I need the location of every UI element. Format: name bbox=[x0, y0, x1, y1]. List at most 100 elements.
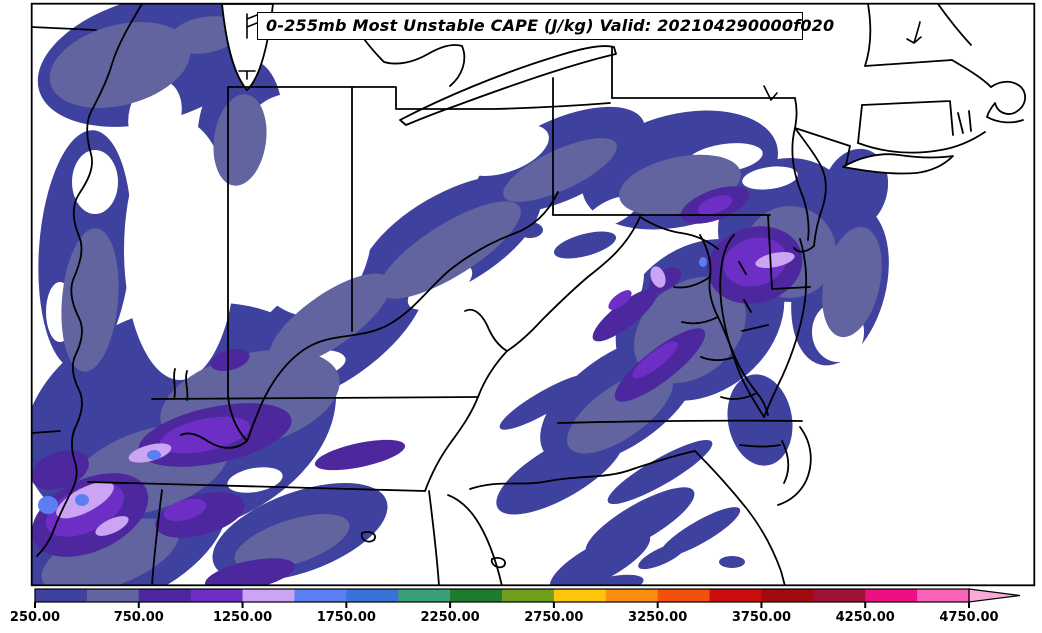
michigan-coast-line bbox=[347, 13, 466, 87]
lake-line bbox=[173, 368, 189, 401]
cape-fill-blob bbox=[204, 558, 296, 586]
cape-fill-layer bbox=[31, 3, 889, 586]
cape-hole bbox=[380, 164, 436, 200]
colorbar-segment bbox=[709, 589, 763, 602]
colorbar-segment bbox=[86, 589, 140, 602]
coast-line bbox=[937, 3, 992, 88]
colorbar-overflow-arrow bbox=[968, 588, 1021, 603]
coast-line bbox=[857, 131, 986, 154]
cape-fill-blob bbox=[499, 374, 591, 430]
colorbar-segment bbox=[346, 589, 399, 602]
state-border-line bbox=[31, 26, 97, 31]
cape-fill-blob bbox=[169, 16, 241, 54]
wind-barb-icon bbox=[906, 21, 922, 44]
colorbar-segment bbox=[553, 589, 607, 602]
cape-fill-blob bbox=[269, 273, 391, 367]
state-border-line bbox=[864, 3, 872, 67]
title-box: 0-255mb Most Unstable CAPE (J/kg) Valid:… bbox=[257, 12, 834, 40]
cape-fill-blob bbox=[95, 516, 129, 536]
lake-line bbox=[490, 557, 506, 569]
cape-fill-blob bbox=[650, 266, 666, 288]
colorbar: 250.00 750.00 1250.00 1750.00 2250.00 2750.00… bbox=[10, 588, 1021, 625]
cape-fill-blob bbox=[147, 450, 161, 460]
delmarva-coast-line bbox=[763, 238, 807, 418]
state-border-line bbox=[87, 481, 426, 492]
tributary-line bbox=[720, 392, 758, 400]
cape-fill-blob bbox=[61, 228, 119, 372]
cape-fill-blob bbox=[213, 94, 267, 186]
colorbar-tick-label: 2750.00 bbox=[524, 610, 583, 625]
cape-hole bbox=[72, 150, 118, 214]
wind-barb-icon bbox=[246, 13, 258, 39]
state-border-line bbox=[227, 86, 611, 110]
cape-fill-blob bbox=[699, 257, 707, 267]
colorbar-tick-label: 4250.00 bbox=[836, 610, 895, 625]
colorbar-segment bbox=[917, 589, 970, 602]
state-border-line bbox=[227, 86, 248, 442]
potomac-river-line bbox=[639, 216, 719, 250]
cape-fill-blob bbox=[159, 416, 251, 454]
state-border-line bbox=[424, 396, 479, 492]
lake-line bbox=[360, 531, 376, 543]
colorbar-segment bbox=[242, 589, 296, 602]
cape-hole bbox=[461, 124, 549, 176]
state-borders-layer bbox=[31, 3, 1027, 586]
cape-fill-blob bbox=[607, 439, 713, 505]
river-border-line bbox=[447, 494, 503, 586]
page-title: 0-255mb Most Unstable CAPE (J/kg) Valid:… bbox=[266, 16, 835, 35]
cape-fill-blob bbox=[638, 542, 686, 570]
state-border-line bbox=[469, 450, 696, 490]
colorbar-segment bbox=[190, 589, 244, 602]
cape-hole bbox=[124, 120, 236, 380]
cape-fill-blob bbox=[41, 518, 179, 586]
colorbar-segment bbox=[605, 589, 659, 602]
colorbar-segment bbox=[865, 589, 918, 602]
cape-fill-blob bbox=[553, 231, 617, 259]
colorbar-tick-label: 3250.00 bbox=[628, 610, 687, 625]
cape-hole bbox=[742, 166, 798, 190]
cape-fill-blob bbox=[75, 494, 89, 506]
cape-fill-blob bbox=[503, 138, 617, 202]
colorbar-segment bbox=[502, 589, 555, 602]
cape-fill-blob bbox=[49, 22, 191, 108]
state-border-line bbox=[741, 324, 769, 332]
state-border-line bbox=[767, 214, 811, 290]
bay-line bbox=[738, 261, 752, 313]
mississippi-river-line bbox=[36, 3, 143, 557]
state-border-line bbox=[151, 396, 479, 400]
cape-fill-blob bbox=[314, 439, 406, 471]
colorbar-segment bbox=[35, 589, 88, 602]
cape-fill-blob bbox=[210, 349, 250, 371]
colorbar-outline bbox=[34, 588, 970, 603]
cape-fill-blob bbox=[592, 288, 658, 342]
cape-fill-blob bbox=[549, 531, 651, 586]
tributary-line bbox=[681, 316, 719, 325]
ohio-river-line bbox=[180, 191, 559, 449]
cape-fill-blob bbox=[822, 226, 882, 338]
state-border-line bbox=[151, 489, 163, 586]
state-border-line bbox=[557, 419, 803, 424]
colorbar-segment bbox=[450, 589, 503, 602]
river-border-line bbox=[791, 127, 810, 241]
wind-barb-icon bbox=[763, 85, 778, 101]
state-border-line bbox=[861, 100, 954, 136]
wind-barb-icon bbox=[238, 70, 256, 80]
state-border-line bbox=[477, 350, 508, 398]
plot-frame bbox=[30, 2, 1036, 587]
state-border-line bbox=[31, 430, 61, 434]
tributary-line bbox=[673, 276, 711, 289]
state-border-line bbox=[857, 104, 863, 144]
long-island-shoreline bbox=[842, 153, 954, 175]
colorbar-segment bbox=[398, 589, 451, 602]
cape-fill-blob bbox=[755, 251, 795, 269]
colorbar-tick-label: 4750.00 bbox=[939, 610, 998, 625]
colorbar-tick-label: 750.00 bbox=[114, 610, 164, 625]
cape-fill-blob bbox=[163, 498, 207, 522]
state-border-line bbox=[464, 216, 641, 352]
state-border-line bbox=[864, 59, 953, 67]
cape-fill-blob bbox=[517, 222, 543, 238]
coast-line bbox=[694, 450, 786, 586]
colorbar-tick-label: 2250.00 bbox=[421, 610, 480, 625]
